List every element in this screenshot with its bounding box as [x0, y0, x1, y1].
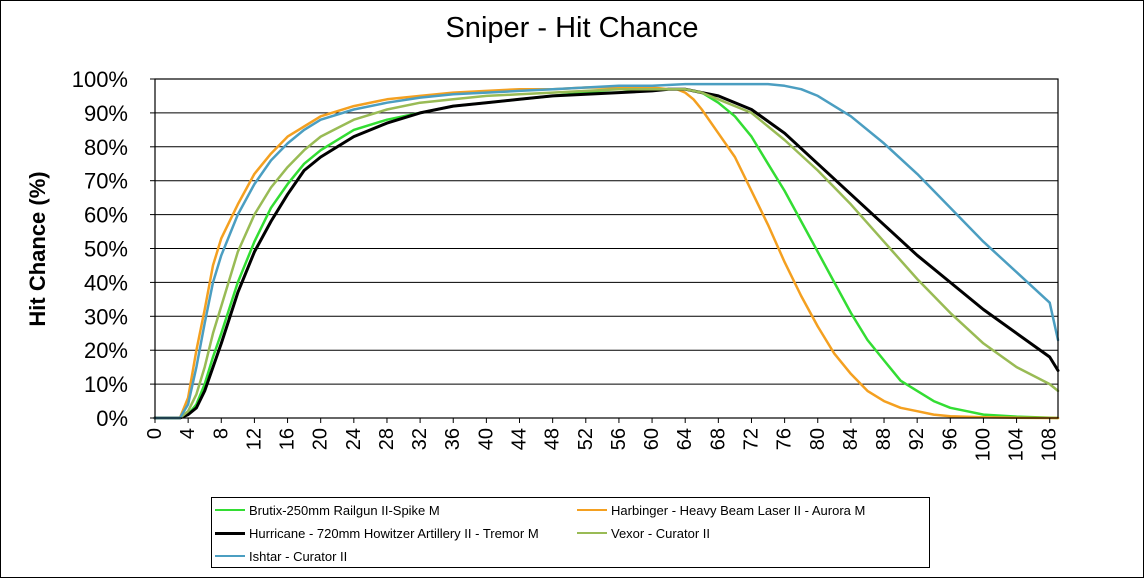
y-axis-label: Hit Chance (%) [25, 171, 50, 326]
x-tick-label: 8 [210, 428, 232, 439]
x-tick-label: 76 [774, 428, 796, 450]
x-tick-label: 96 [939, 428, 961, 450]
legend-item: Brutix-250mm Railgun II-Spike M [215, 499, 440, 521]
legend-swatch [577, 509, 607, 511]
y-tick-label: 90% [84, 101, 128, 126]
x-tick-label: 100 [972, 428, 994, 461]
x-tick-label: 12 [243, 428, 265, 450]
x-tick-label: 92 [906, 428, 928, 450]
x-tick-label: 72 [740, 428, 762, 450]
y-tick-label: 30% [84, 304, 128, 329]
y-tick-label: 70% [84, 169, 128, 194]
series-line-2 [153, 86, 1060, 420]
y-tick-label: 40% [84, 270, 128, 295]
legend-swatch [215, 555, 245, 557]
legend-label: Vexor - Curator II [611, 525, 710, 541]
legend-item: Hurricane - 720mm Howitzer Artillery II … [215, 522, 539, 544]
x-tick-label: 104 [1006, 428, 1028, 461]
series-lines [153, 82, 1060, 420]
x-tick-label: 20 [310, 428, 332, 450]
x-tick-label: 64 [674, 428, 696, 450]
x-tick-label: 24 [343, 428, 365, 450]
x-tick-label: 84 [840, 428, 862, 450]
y-tick-label: 50% [84, 237, 128, 262]
x-tick-label: 36 [442, 428, 464, 450]
y-tick-label: 80% [84, 135, 128, 160]
legend-item: Ishtar - Curator II [215, 545, 347, 567]
legend-swatch [577, 532, 607, 534]
series-line-4 [153, 87, 1060, 420]
grid-lines [155, 78, 1058, 385]
x-tick-label: 32 [409, 428, 431, 450]
y-tick-label: 100% [72, 67, 128, 92]
legend-label: Harbinger - Heavy Beam Laser II - Aurora… [611, 502, 866, 518]
x-tick-label: 80 [807, 428, 829, 450]
x-tick-label: 16 [277, 428, 299, 450]
x-tick-label: 88 [873, 428, 895, 450]
x-tick-label: 108 [1039, 428, 1061, 461]
axes [150, 78, 1059, 423]
series-line-5 [153, 82, 1060, 420]
legend: Brutix-250mm Railgun II-Spike M Harbinger… [211, 497, 930, 568]
x-tick-label: 48 [542, 428, 564, 450]
x-tick-labels: 0 4 8 12 16 20 24 28 32 36 40 44 48 52 56 60 64 68 72 76 80 8… [144, 428, 1061, 461]
x-tick-label: 52 [575, 428, 597, 450]
y-tick-label: 20% [84, 338, 128, 363]
y-tick-label: 0% [96, 406, 128, 431]
legend-label: Hurricane - 720mm Howitzer Artillery II … [249, 525, 539, 541]
x-tick-label: 40 [475, 428, 497, 450]
x-tick-label: 68 [707, 428, 729, 450]
x-tick-label: 0 [144, 428, 166, 439]
y-tick-labels: 0% 10% 20% 30% 40% 50% 60% 70% 80% 90% 100% [72, 67, 128, 431]
y-tick-label: 10% [84, 372, 128, 397]
legend-swatch [215, 509, 245, 511]
y-tick-label: 60% [84, 203, 128, 228]
chart-title: Sniper - Hit Chance [445, 12, 699, 44]
x-tick-label: 44 [509, 428, 531, 450]
x-tick-label: 56 [608, 428, 630, 450]
legend-item: Harbinger - Heavy Beam Laser II - Aurora… [577, 499, 865, 521]
legend-label: Brutix-250mm Railgun II-Spike M [249, 502, 440, 518]
x-tick-label: 4 [177, 428, 199, 439]
legend-swatch [215, 531, 245, 535]
plot-border [154, 78, 1059, 419]
legend-label: Ishtar - Curator II [249, 548, 348, 564]
series-line-1 [153, 87, 1060, 420]
x-tick-label: 60 [641, 428, 663, 450]
series-line-3 [153, 87, 1060, 420]
legend-item: Vexor - Curator II [577, 522, 710, 544]
x-tick-label: 28 [376, 428, 398, 450]
